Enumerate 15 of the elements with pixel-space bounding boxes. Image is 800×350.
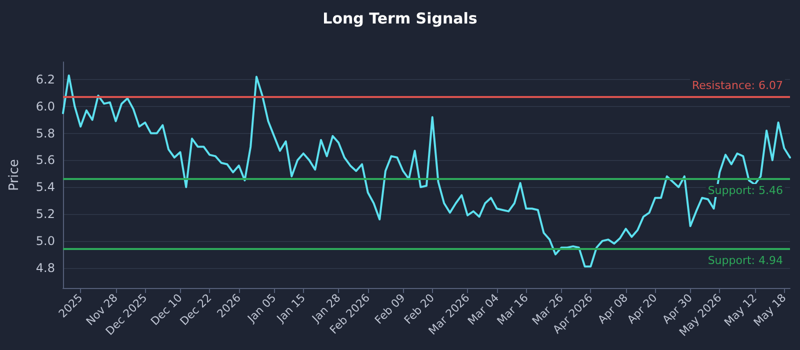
y-axis-title: Price — [7, 159, 22, 191]
y-tick-label: 5.8 — [36, 126, 55, 140]
y-tick-label: 4.8 — [36, 260, 55, 275]
y-tick-label: 5.6 — [36, 153, 55, 168]
ref-line-label: Resistance: 6.07 — [692, 78, 783, 92]
line-series — [62, 74, 791, 268]
y-tick-label: 6.2 — [36, 72, 55, 86]
chart-title: Long Term Signals — [322, 10, 478, 28]
ref-line-label: Support: 5.46 — [708, 184, 783, 198]
ref-line-label: Support: 4.94 — [708, 254, 783, 267]
y-tick-label: 5.0 — [36, 234, 55, 248]
x-tick-label: Jan 15 — [274, 291, 308, 326]
y-tick-label: 5.2 — [36, 207, 55, 222]
y-tick-label: 6.0 — [36, 99, 55, 114]
y-tick-label: 5.4 — [36, 180, 55, 194]
